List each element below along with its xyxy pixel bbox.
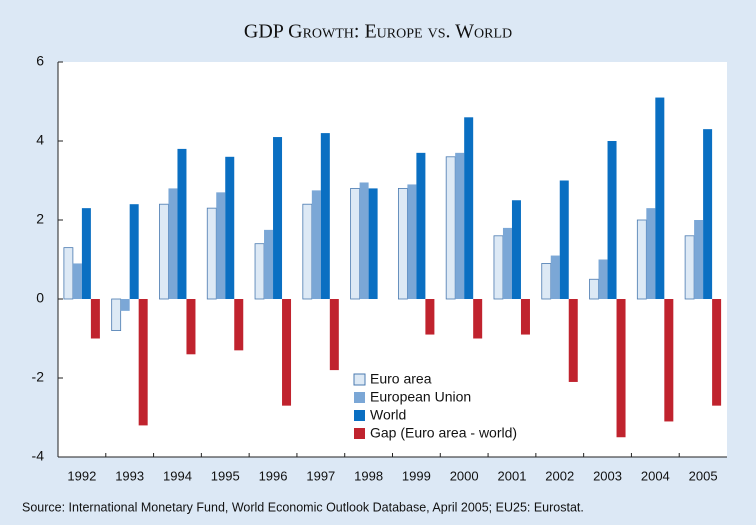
x-tick-label: 2003 [593, 468, 622, 483]
bar [359, 182, 369, 299]
x-tick-label: 1998 [354, 468, 383, 483]
bar [694, 220, 704, 299]
y-tick-label: 2 [36, 211, 44, 227]
bar [684, 235, 695, 300]
bar [712, 299, 722, 406]
bar [254, 243, 265, 300]
bar [302, 203, 313, 300]
bar [273, 137, 283, 299]
bar [168, 188, 178, 299]
bar [282, 299, 292, 406]
bar [177, 148, 187, 299]
x-tick-label: 2002 [545, 468, 574, 483]
x-tick-label: 1993 [115, 468, 144, 483]
bar [81, 208, 91, 299]
y-tick-label: 0 [36, 290, 44, 306]
bar [225, 156, 235, 299]
bar [72, 263, 82, 299]
bar [493, 235, 504, 300]
bar [111, 298, 122, 332]
bar [655, 97, 665, 299]
legend-label: World [370, 407, 406, 423]
bar [120, 299, 130, 311]
x-tick-label: 2004 [641, 468, 670, 483]
x-tick-label: 1997 [306, 468, 335, 483]
bar [186, 299, 196, 355]
bar [311, 190, 321, 299]
bar [90, 299, 100, 339]
legend-swatch [353, 373, 366, 386]
bar [541, 263, 552, 300]
legend-swatch [354, 410, 365, 421]
bar [445, 156, 456, 300]
bar [568, 299, 578, 382]
x-tick-label: 1992 [67, 468, 96, 483]
bar [320, 133, 330, 299]
legend-swatch [354, 392, 365, 403]
bar [416, 152, 426, 299]
y-tick-label: -4 [32, 448, 45, 464]
bar [502, 227, 512, 299]
bar [216, 192, 226, 299]
x-tick-label: 2005 [689, 468, 718, 483]
bar [607, 141, 617, 299]
bar [703, 129, 713, 299]
x-tick-label: 2001 [498, 468, 527, 483]
bar [636, 219, 647, 300]
bar [264, 229, 274, 299]
bar [589, 278, 599, 300]
bar [129, 204, 139, 299]
chart-title: GDP Growth: Europe vs. World [244, 21, 512, 43]
bar [234, 299, 244, 351]
bar [455, 152, 465, 299]
x-tick-label: 1996 [259, 468, 288, 483]
legend-label: Gap (Euro area - world) [370, 425, 517, 441]
bar [206, 207, 217, 300]
y-tick-label: -2 [32, 369, 45, 385]
bar [425, 299, 435, 335]
bar [138, 299, 148, 426]
legend-box [348, 368, 548, 438]
bar [368, 188, 378, 299]
x-tick-label: 2000 [450, 468, 479, 483]
x-tick-label: 1995 [211, 468, 240, 483]
bar [520, 299, 530, 335]
bar [397, 187, 408, 300]
bar [511, 200, 521, 299]
legend-label: Euro area [370, 371, 432, 387]
legend-label: European Union [370, 389, 471, 405]
bar [407, 184, 417, 299]
bar [159, 203, 169, 300]
x-tick-label: 1999 [402, 468, 431, 483]
bar [559, 180, 569, 299]
bar [329, 299, 339, 371]
bar [464, 117, 474, 299]
bar [646, 208, 656, 299]
x-tick-label: 1994 [163, 468, 192, 483]
source-note: Source: International Monetary Fund, Wor… [22, 500, 584, 514]
bar [63, 247, 74, 300]
bar [616, 299, 626, 438]
y-tick-label: 6 [36, 53, 44, 69]
legend-swatch [354, 428, 365, 439]
bar [350, 187, 361, 300]
bar [550, 255, 560, 299]
y-tick-label: 4 [36, 132, 44, 148]
bar [598, 259, 608, 299]
bar [664, 299, 674, 422]
bar [473, 299, 483, 339]
